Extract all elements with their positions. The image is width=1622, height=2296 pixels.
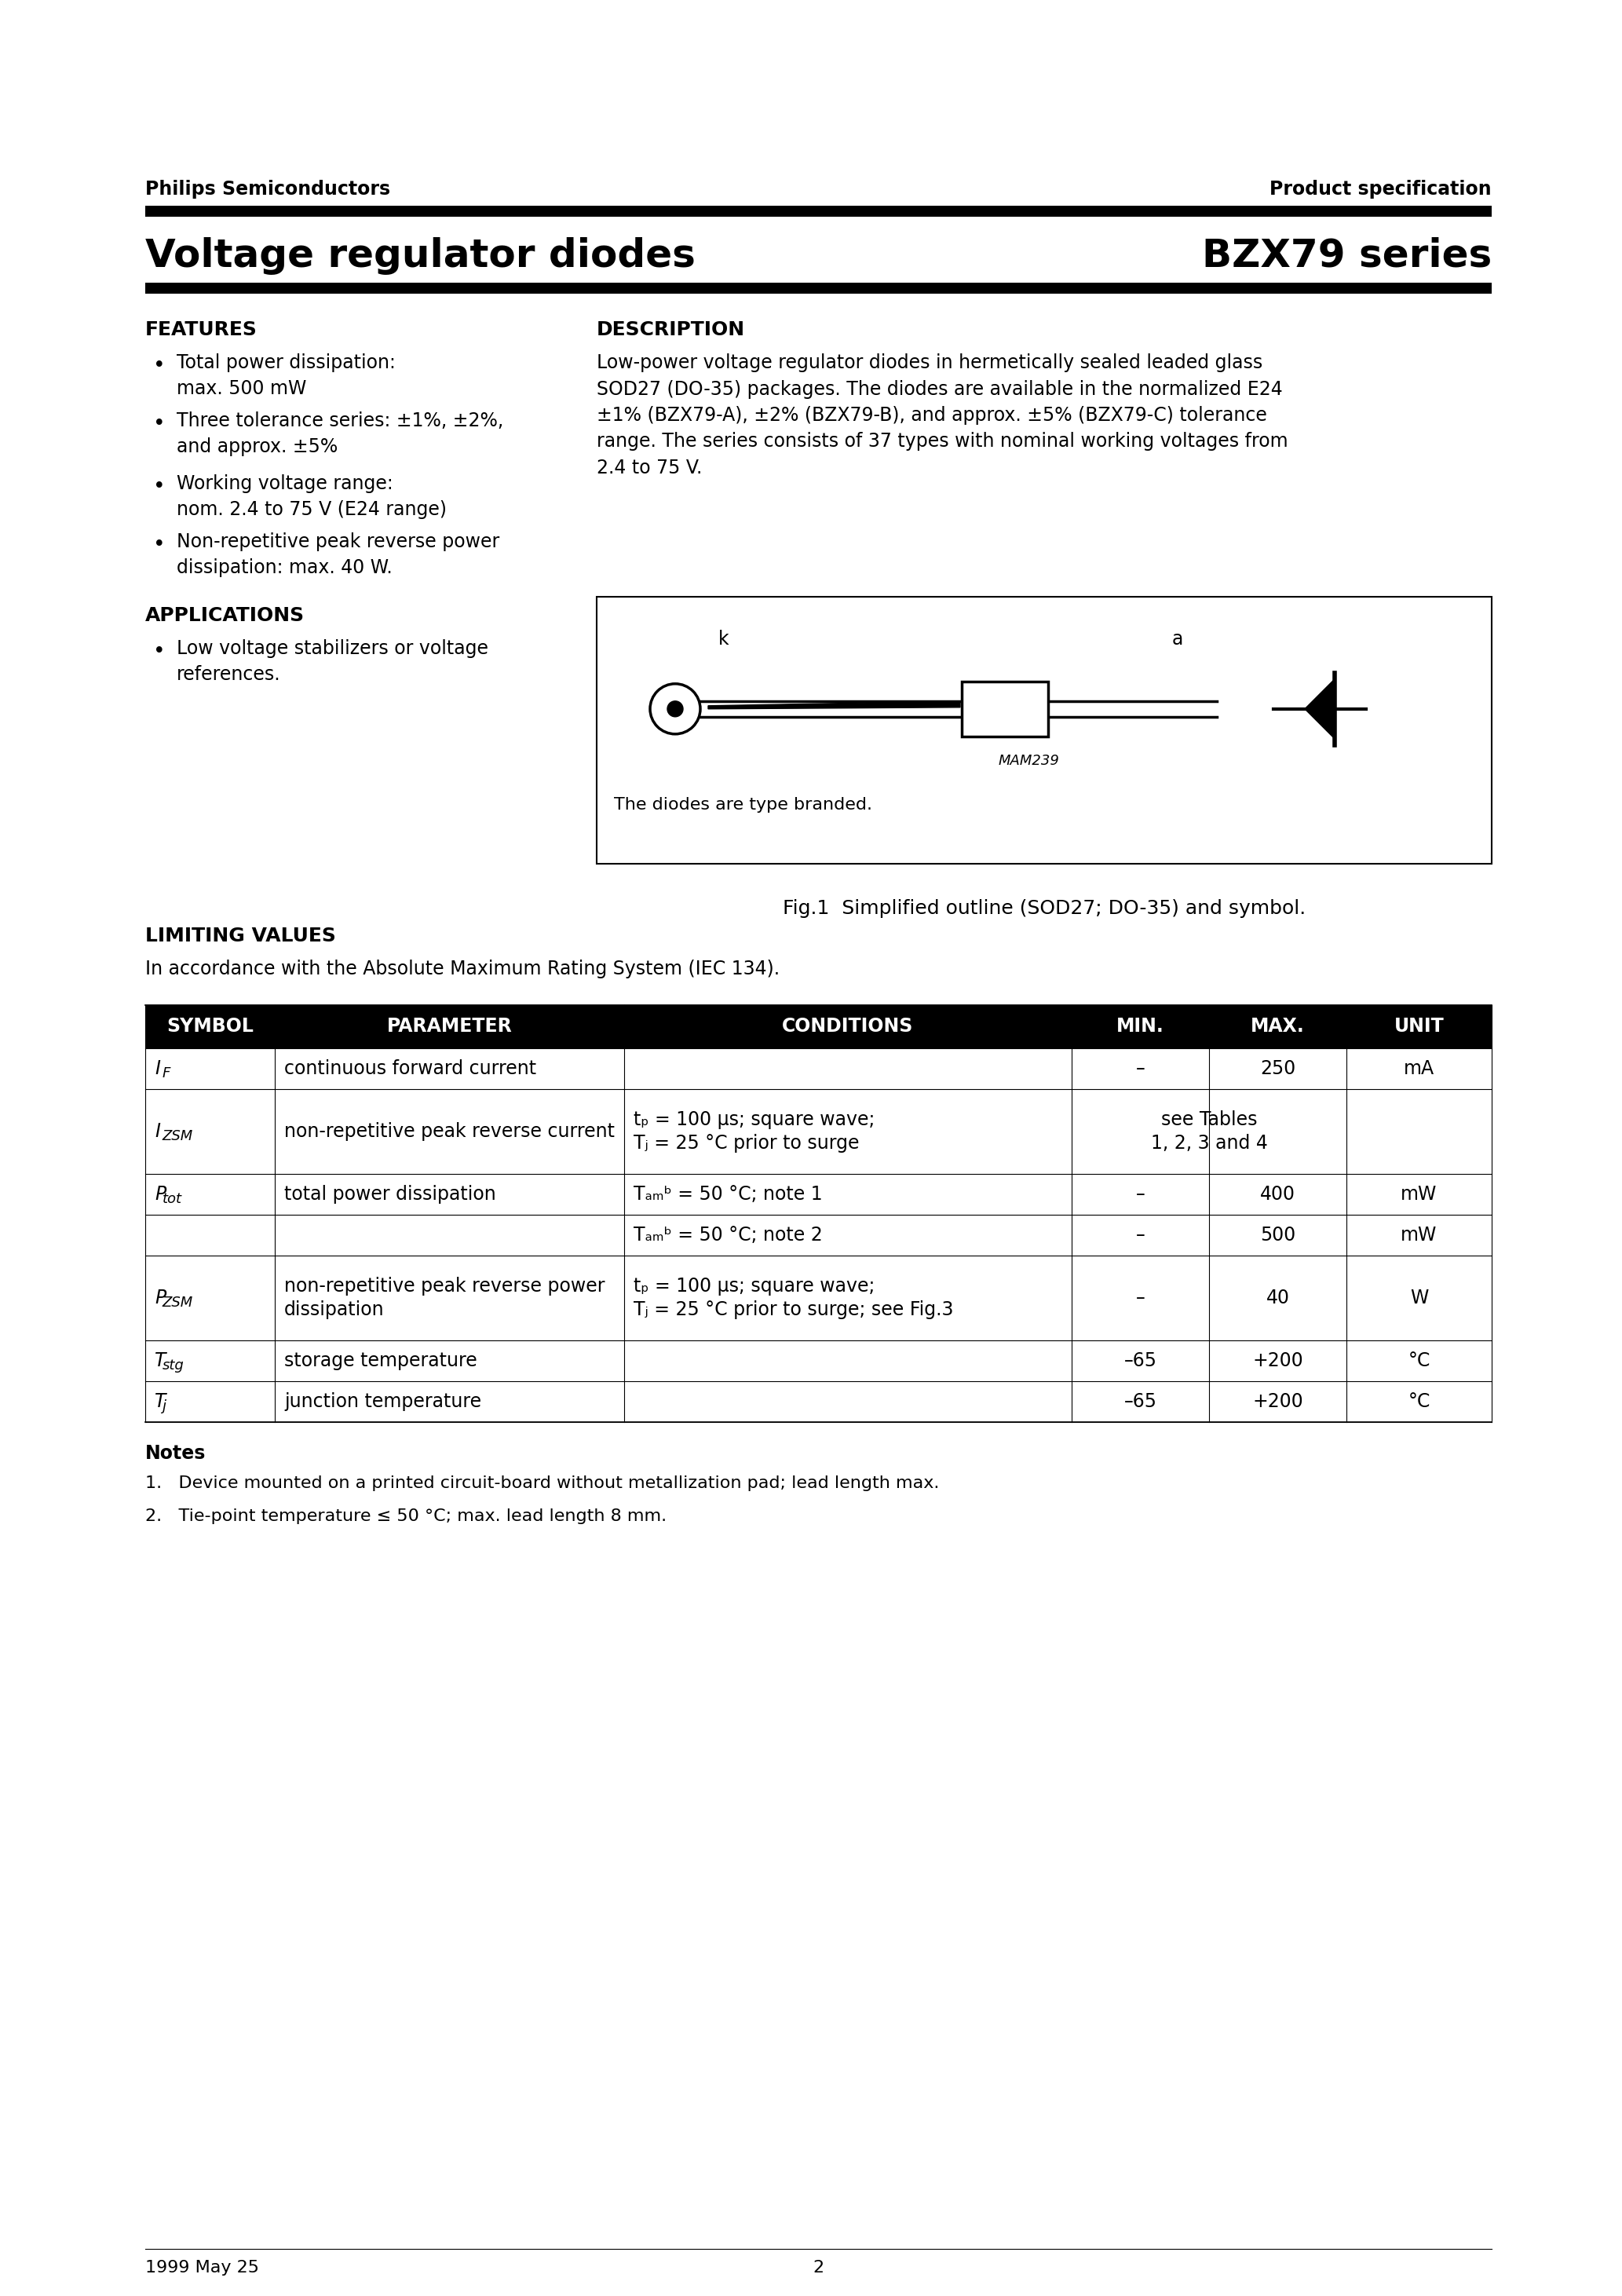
Text: tₚ = 100 μs; square wave;
Tⱼ = 25 °C prior to surge: tₚ = 100 μs; square wave; Tⱼ = 25 °C pri… xyxy=(634,1109,874,1153)
Text: UNIT: UNIT xyxy=(1393,1017,1444,1035)
Text: –65: –65 xyxy=(1124,1352,1156,1371)
Text: continuous forward current: continuous forward current xyxy=(284,1058,537,1079)
Text: PARAMETER: PARAMETER xyxy=(386,1017,513,1035)
Text: mA: mA xyxy=(1403,1058,1434,1079)
Text: tot: tot xyxy=(162,1192,182,1205)
Text: LIMITING VALUES: LIMITING VALUES xyxy=(146,928,336,946)
Text: a: a xyxy=(1173,629,1184,647)
Text: W: W xyxy=(1410,1288,1429,1306)
Text: F: F xyxy=(162,1065,170,1081)
Text: 40: 40 xyxy=(1265,1288,1289,1306)
Text: P: P xyxy=(154,1288,165,1306)
Text: –: – xyxy=(1135,1185,1145,1203)
Text: Tₐₘᵇ = 50 °C; note 2: Tₐₘᵇ = 50 °C; note 2 xyxy=(634,1226,822,1244)
Text: stg: stg xyxy=(162,1359,183,1373)
Text: 500: 500 xyxy=(1260,1226,1296,1244)
Bar xyxy=(146,207,1492,216)
Text: 1.   Device mounted on a printed circuit-board without metallization pad; lead l: 1. Device mounted on a printed circuit-b… xyxy=(146,1476,939,1490)
Text: 250: 250 xyxy=(1260,1058,1296,1079)
Text: Voltage regulator diodes: Voltage regulator diodes xyxy=(146,236,696,276)
Bar xyxy=(146,1382,1492,1421)
Polygon shape xyxy=(709,700,960,709)
Bar xyxy=(146,1341,1492,1382)
Text: SYMBOL: SYMBOL xyxy=(167,1017,253,1035)
Text: T: T xyxy=(154,1391,165,1412)
Text: •: • xyxy=(152,413,165,434)
Bar xyxy=(962,682,1048,737)
Text: °C: °C xyxy=(1408,1391,1431,1412)
Text: MAX.: MAX. xyxy=(1251,1017,1304,1035)
Text: –: – xyxy=(1135,1058,1145,1079)
Text: storage temperature: storage temperature xyxy=(284,1352,477,1371)
Text: I: I xyxy=(154,1123,161,1141)
Text: MAM239: MAM239 xyxy=(998,753,1059,767)
Text: ZSM: ZSM xyxy=(162,1130,193,1143)
Text: –65: –65 xyxy=(1124,1391,1156,1412)
Text: T: T xyxy=(154,1352,165,1371)
Text: Low-power voltage regulator diodes in hermetically sealed leaded glass
SOD27 (DO: Low-power voltage regulator diodes in he… xyxy=(597,354,1288,478)
Text: Low voltage stabilizers or voltage
references.: Low voltage stabilizers or voltage refer… xyxy=(177,638,488,684)
Text: Fig.1  Simplified outline (SOD27; DO-35) and symbol.: Fig.1 Simplified outline (SOD27; DO-35) … xyxy=(783,900,1306,918)
Text: 2: 2 xyxy=(813,2259,824,2275)
Text: k: k xyxy=(719,629,730,647)
Bar xyxy=(146,1088,1492,1173)
Text: Working voltage range:
nom. 2.4 to 75 V (E24 range): Working voltage range: nom. 2.4 to 75 V … xyxy=(177,475,446,519)
Bar xyxy=(597,597,1492,863)
Text: Non-repetitive peak reverse power
dissipation: max. 40 W.: Non-repetitive peak reverse power dissip… xyxy=(177,533,500,576)
Text: Notes: Notes xyxy=(146,1444,206,1463)
Bar xyxy=(146,1256,1492,1341)
Text: total power dissipation: total power dissipation xyxy=(284,1185,496,1203)
Text: •: • xyxy=(152,535,165,556)
Text: j: j xyxy=(162,1398,165,1414)
Text: non-repetitive peak reverse current: non-repetitive peak reverse current xyxy=(284,1123,615,1141)
Text: tₚ = 100 μs; square wave;
Tⱼ = 25 °C prior to surge; see Fig.3: tₚ = 100 μs; square wave; Tⱼ = 25 °C pri… xyxy=(634,1277,954,1320)
Text: see Tables
1, 2, 3 and 4: see Tables 1, 2, 3 and 4 xyxy=(1150,1109,1267,1153)
Text: –: – xyxy=(1135,1288,1145,1306)
Text: MIN.: MIN. xyxy=(1116,1017,1165,1035)
Text: FEATURES: FEATURES xyxy=(146,321,258,340)
Text: Total power dissipation:
max. 500 mW: Total power dissipation: max. 500 mW xyxy=(177,354,396,397)
Text: Three tolerance series: ±1%, ±2%,
and approx. ±5%: Three tolerance series: ±1%, ±2%, and ap… xyxy=(177,411,503,457)
Text: •: • xyxy=(152,356,165,377)
Text: •: • xyxy=(152,478,165,496)
Text: Product specification: Product specification xyxy=(1270,179,1492,200)
Bar xyxy=(146,1215,1492,1256)
Bar xyxy=(146,1049,1492,1088)
Text: mW: mW xyxy=(1401,1226,1437,1244)
Text: +200: +200 xyxy=(1252,1352,1302,1371)
Text: +200: +200 xyxy=(1252,1391,1302,1412)
Text: In accordance with the Absolute Maximum Rating System (IEC 134).: In accordance with the Absolute Maximum … xyxy=(146,960,780,978)
Text: The diodes are type branded.: The diodes are type branded. xyxy=(615,797,873,813)
Circle shape xyxy=(667,700,683,716)
Text: CONDITIONS: CONDITIONS xyxy=(782,1017,913,1035)
Text: mW: mW xyxy=(1401,1185,1437,1203)
Text: BZX79 series: BZX79 series xyxy=(1202,236,1492,276)
Text: P: P xyxy=(154,1185,165,1203)
Bar xyxy=(146,1173,1492,1215)
Text: ZSM: ZSM xyxy=(162,1295,193,1309)
Text: °C: °C xyxy=(1408,1352,1431,1371)
Text: –: – xyxy=(1135,1226,1145,1244)
Text: DESCRIPTION: DESCRIPTION xyxy=(597,321,744,340)
Text: Tₐₘᵇ = 50 °C; note 1: Tₐₘᵇ = 50 °C; note 1 xyxy=(634,1185,822,1203)
Text: 1999 May 25: 1999 May 25 xyxy=(146,2259,260,2275)
Text: 400: 400 xyxy=(1260,1185,1296,1203)
Text: •: • xyxy=(152,641,165,661)
Text: APPLICATIONS: APPLICATIONS xyxy=(146,606,305,625)
Bar xyxy=(146,1006,1492,1049)
Text: Philips Semiconductors: Philips Semiconductors xyxy=(146,179,391,200)
Text: junction temperature: junction temperature xyxy=(284,1391,482,1412)
Bar xyxy=(146,282,1492,294)
Text: non-repetitive peak reverse power
dissipation: non-repetitive peak reverse power dissip… xyxy=(284,1277,605,1320)
Text: I: I xyxy=(154,1058,161,1079)
Polygon shape xyxy=(1304,680,1335,739)
Text: 2.   Tie-point temperature ≤ 50 °C; max. lead length 8 mm.: 2. Tie-point temperature ≤ 50 °C; max. l… xyxy=(146,1508,667,1525)
